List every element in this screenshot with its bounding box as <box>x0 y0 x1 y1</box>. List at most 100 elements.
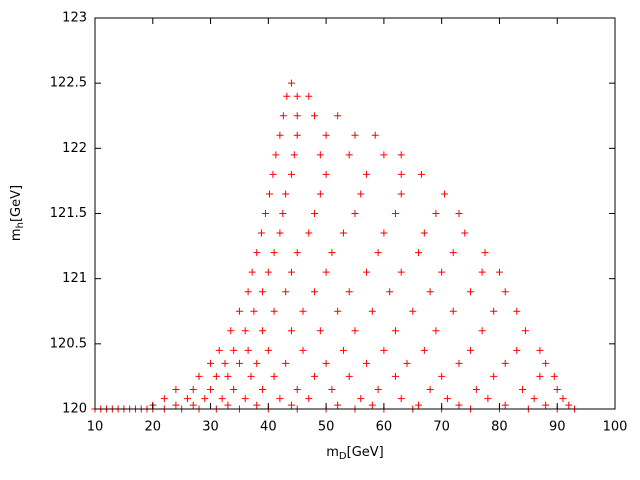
point <box>374 249 382 257</box>
point <box>432 327 440 335</box>
point <box>501 401 509 409</box>
point <box>345 372 353 380</box>
point <box>261 210 269 217</box>
point <box>244 346 252 354</box>
point <box>270 249 278 257</box>
point <box>386 288 394 296</box>
point <box>195 372 203 380</box>
point <box>183 395 191 403</box>
y-tick-label: 122.5 <box>50 76 87 91</box>
point <box>227 327 235 335</box>
point <box>257 229 265 237</box>
point <box>478 268 486 276</box>
point <box>272 151 280 159</box>
point <box>521 327 529 335</box>
point <box>374 385 382 393</box>
point <box>241 327 249 335</box>
point <box>160 395 168 403</box>
point <box>380 346 388 354</box>
point <box>328 249 336 257</box>
point <box>311 210 319 217</box>
point <box>363 170 371 178</box>
point <box>542 359 550 367</box>
point <box>415 249 423 257</box>
point <box>397 170 405 178</box>
point <box>172 385 180 393</box>
point <box>542 401 550 409</box>
x-tick-label: 20 <box>145 420 162 435</box>
point <box>345 288 353 296</box>
point <box>172 401 180 409</box>
point <box>455 210 463 217</box>
point <box>519 385 527 393</box>
point <box>189 401 197 409</box>
point <box>311 288 319 296</box>
point <box>299 346 307 354</box>
point <box>282 190 290 198</box>
point <box>293 385 301 393</box>
point <box>283 92 291 100</box>
point <box>189 385 197 393</box>
point <box>550 372 558 380</box>
y-tick-label: 120.5 <box>50 336 87 351</box>
point <box>269 170 277 178</box>
point <box>322 131 330 139</box>
x-label-main: m <box>326 445 339 460</box>
point <box>472 385 480 393</box>
point <box>305 395 313 403</box>
point <box>247 372 255 380</box>
point <box>322 170 330 178</box>
point <box>253 401 261 409</box>
y-tick-label: 122 <box>62 141 87 156</box>
point <box>530 395 538 403</box>
point <box>371 131 379 139</box>
y-axis-label: mh[GeV] <box>9 185 27 241</box>
point <box>276 229 284 237</box>
point <box>248 268 256 276</box>
point <box>397 190 405 198</box>
point <box>455 359 463 367</box>
point <box>536 372 544 380</box>
point <box>357 395 365 403</box>
point <box>230 346 238 354</box>
point <box>368 401 376 409</box>
point <box>461 229 469 237</box>
y-label-main: m <box>9 228 24 241</box>
point <box>403 359 411 367</box>
point <box>426 288 434 296</box>
x-tick-label: 90 <box>549 420 566 435</box>
point <box>536 346 544 354</box>
point <box>409 307 417 315</box>
point <box>250 307 258 315</box>
point <box>224 401 232 409</box>
point <box>316 327 324 335</box>
point <box>279 210 287 217</box>
point <box>339 229 347 237</box>
x-label-unit: [GeV] <box>347 445 384 460</box>
point <box>351 210 359 217</box>
y-label-sub: h <box>15 222 26 228</box>
y-tick-label: 121 <box>62 271 87 286</box>
point <box>351 327 359 335</box>
point <box>438 268 446 276</box>
point <box>276 131 284 139</box>
point <box>287 327 295 335</box>
x-tick-label: 70 <box>433 420 450 435</box>
point <box>368 307 376 315</box>
point <box>391 210 399 217</box>
point <box>432 210 440 217</box>
point <box>559 395 567 403</box>
point <box>449 249 457 257</box>
point <box>244 288 252 296</box>
point <box>513 346 521 354</box>
point <box>287 268 295 276</box>
point <box>351 131 359 139</box>
y-tick-label: 123 <box>62 11 87 26</box>
point <box>322 268 330 276</box>
point <box>287 170 295 178</box>
point <box>259 385 267 393</box>
point <box>235 359 243 367</box>
point <box>264 268 272 276</box>
point <box>322 359 330 367</box>
